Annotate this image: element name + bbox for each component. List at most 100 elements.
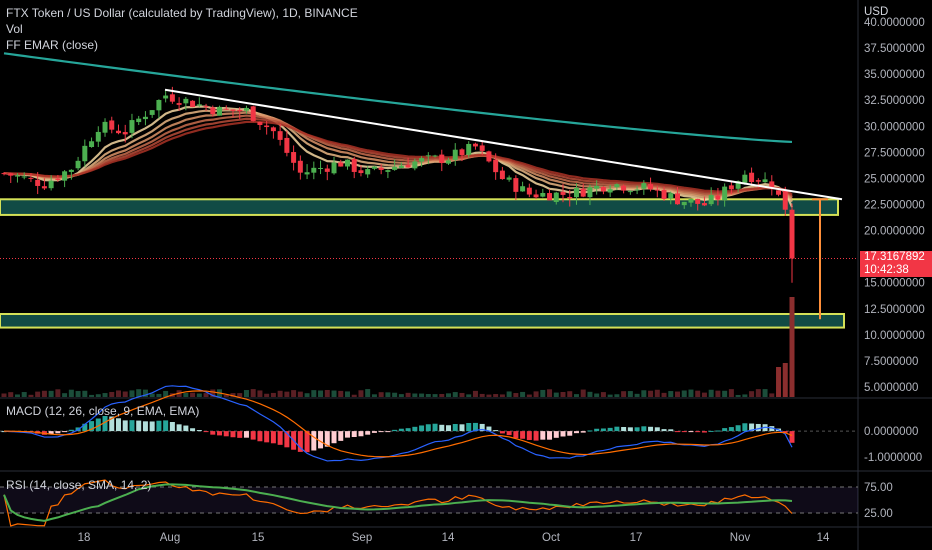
volume-bar bbox=[318, 390, 324, 397]
candle-body bbox=[526, 187, 532, 195]
volume-bar bbox=[223, 394, 229, 397]
volume-bar bbox=[68, 389, 74, 397]
volume-bar bbox=[782, 363, 788, 397]
candle-body bbox=[614, 184, 620, 188]
volume-bar bbox=[371, 394, 377, 397]
price-axis[interactable]: 40.0000000 37.5000000 35.0000000 32.5000000… bbox=[864, 17, 925, 394]
candle-body bbox=[365, 169, 371, 175]
macd-histogram-bar bbox=[109, 416, 115, 432]
rsi-sma-line bbox=[3, 483, 793, 522]
ema-ribbon-line bbox=[3, 117, 793, 197]
candle-body bbox=[210, 107, 216, 115]
candle-body bbox=[600, 186, 606, 192]
time-tick-label: Aug bbox=[160, 532, 180, 544]
macd-histogram-bar bbox=[210, 431, 216, 435]
macd-histogram-bar bbox=[371, 431, 377, 433]
volume-bar bbox=[681, 390, 687, 397]
volume-bar bbox=[520, 391, 526, 397]
macd-histogram-bar bbox=[237, 431, 243, 438]
rsi-tick-label: 25.00 bbox=[864, 508, 893, 520]
volume-bar bbox=[1, 393, 7, 397]
volume-bar bbox=[594, 393, 600, 397]
volume-bar bbox=[472, 390, 478, 397]
volume-bar bbox=[277, 390, 283, 397]
candle-body bbox=[75, 160, 81, 169]
price-tick-label: 20.0000000 bbox=[864, 226, 925, 238]
macd-histogram-bar bbox=[68, 429, 74, 432]
candle-body bbox=[466, 143, 472, 155]
volume-bar bbox=[573, 394, 579, 397]
time-tick-label: 15 bbox=[252, 532, 265, 544]
time-axis[interactable]: 18 Aug 15 Sep 14 Oct 17 Nov 14 bbox=[78, 532, 830, 544]
macd-histogram-bar bbox=[540, 431, 546, 440]
macd-histogram-bar bbox=[365, 431, 371, 435]
macd-histogram-bar bbox=[183, 425, 189, 432]
candle-body bbox=[95, 131, 101, 142]
ema-ribbon-line bbox=[3, 120, 793, 196]
macd-histogram-bar bbox=[142, 421, 148, 432]
macd-histogram-bar bbox=[587, 430, 593, 432]
macd-histogram-bar bbox=[648, 426, 654, 432]
candle-body bbox=[264, 125, 270, 128]
volume-bar bbox=[338, 390, 344, 397]
candle-body bbox=[634, 189, 640, 191]
volume-bar bbox=[41, 390, 47, 397]
macd-histogram-bar bbox=[324, 431, 330, 447]
volume-bar bbox=[762, 389, 768, 397]
volume-bar bbox=[82, 390, 88, 397]
macd-histogram-bar bbox=[782, 431, 788, 433]
lower-support-zone bbox=[0, 313, 845, 329]
volume-bar bbox=[304, 393, 310, 397]
volume-bar bbox=[627, 391, 633, 397]
volume-bar bbox=[587, 391, 593, 397]
volume-bar bbox=[769, 393, 775, 397]
macd-histogram-bar bbox=[62, 431, 68, 433]
candle-body bbox=[728, 185, 734, 190]
volume-bar bbox=[446, 393, 452, 397]
volume-bar bbox=[452, 392, 458, 397]
candle-body bbox=[419, 158, 425, 162]
candle-body bbox=[392, 166, 398, 170]
volume-bar bbox=[89, 394, 95, 397]
candle-body bbox=[715, 195, 721, 200]
macd-histogram-bar bbox=[499, 431, 505, 434]
macd-histogram-bar bbox=[654, 427, 660, 432]
macd-histogram-bar bbox=[55, 431, 61, 434]
macd-histogram-bar bbox=[136, 420, 142, 432]
candle-body bbox=[506, 177, 512, 180]
macd-histogram-bar bbox=[634, 427, 640, 432]
time-tick-label: 14 bbox=[817, 532, 830, 544]
candle-body bbox=[48, 180, 54, 189]
macd-signal-line bbox=[3, 390, 793, 458]
candle-body bbox=[311, 167, 317, 173]
candle-body bbox=[257, 121, 263, 125]
volume-bar bbox=[547, 389, 553, 397]
candle-body bbox=[277, 131, 283, 140]
ema-ribbon-line bbox=[3, 111, 793, 200]
candle-body bbox=[398, 165, 404, 168]
macd-histogram-bar bbox=[728, 427, 734, 432]
candle-body bbox=[479, 145, 485, 151]
volume-bar bbox=[621, 391, 627, 397]
macd-histogram-bar bbox=[115, 418, 121, 432]
candle-body bbox=[742, 174, 748, 183]
macd-histogram-bar bbox=[755, 423, 761, 432]
volume-bar bbox=[661, 392, 667, 397]
ema-ribbon-line bbox=[3, 114, 793, 199]
volume-bar bbox=[533, 391, 539, 397]
candle-body bbox=[270, 127, 276, 132]
macd-histogram-bar bbox=[688, 431, 694, 433]
volume-bar bbox=[419, 393, 425, 397]
candle-body bbox=[115, 130, 121, 134]
macd-histogram-bar bbox=[446, 425, 452, 432]
macd-histogram-bar bbox=[264, 431, 270, 443]
macd-histogram-bar bbox=[297, 431, 303, 452]
volume-bar bbox=[506, 391, 512, 397]
rsi-pane: 75.00 25.00 bbox=[0, 479, 893, 527]
macd-histogram-bar bbox=[243, 431, 249, 438]
candle-body bbox=[176, 103, 182, 105]
volume-bar bbox=[776, 367, 782, 397]
volume-bar bbox=[324, 389, 330, 397]
